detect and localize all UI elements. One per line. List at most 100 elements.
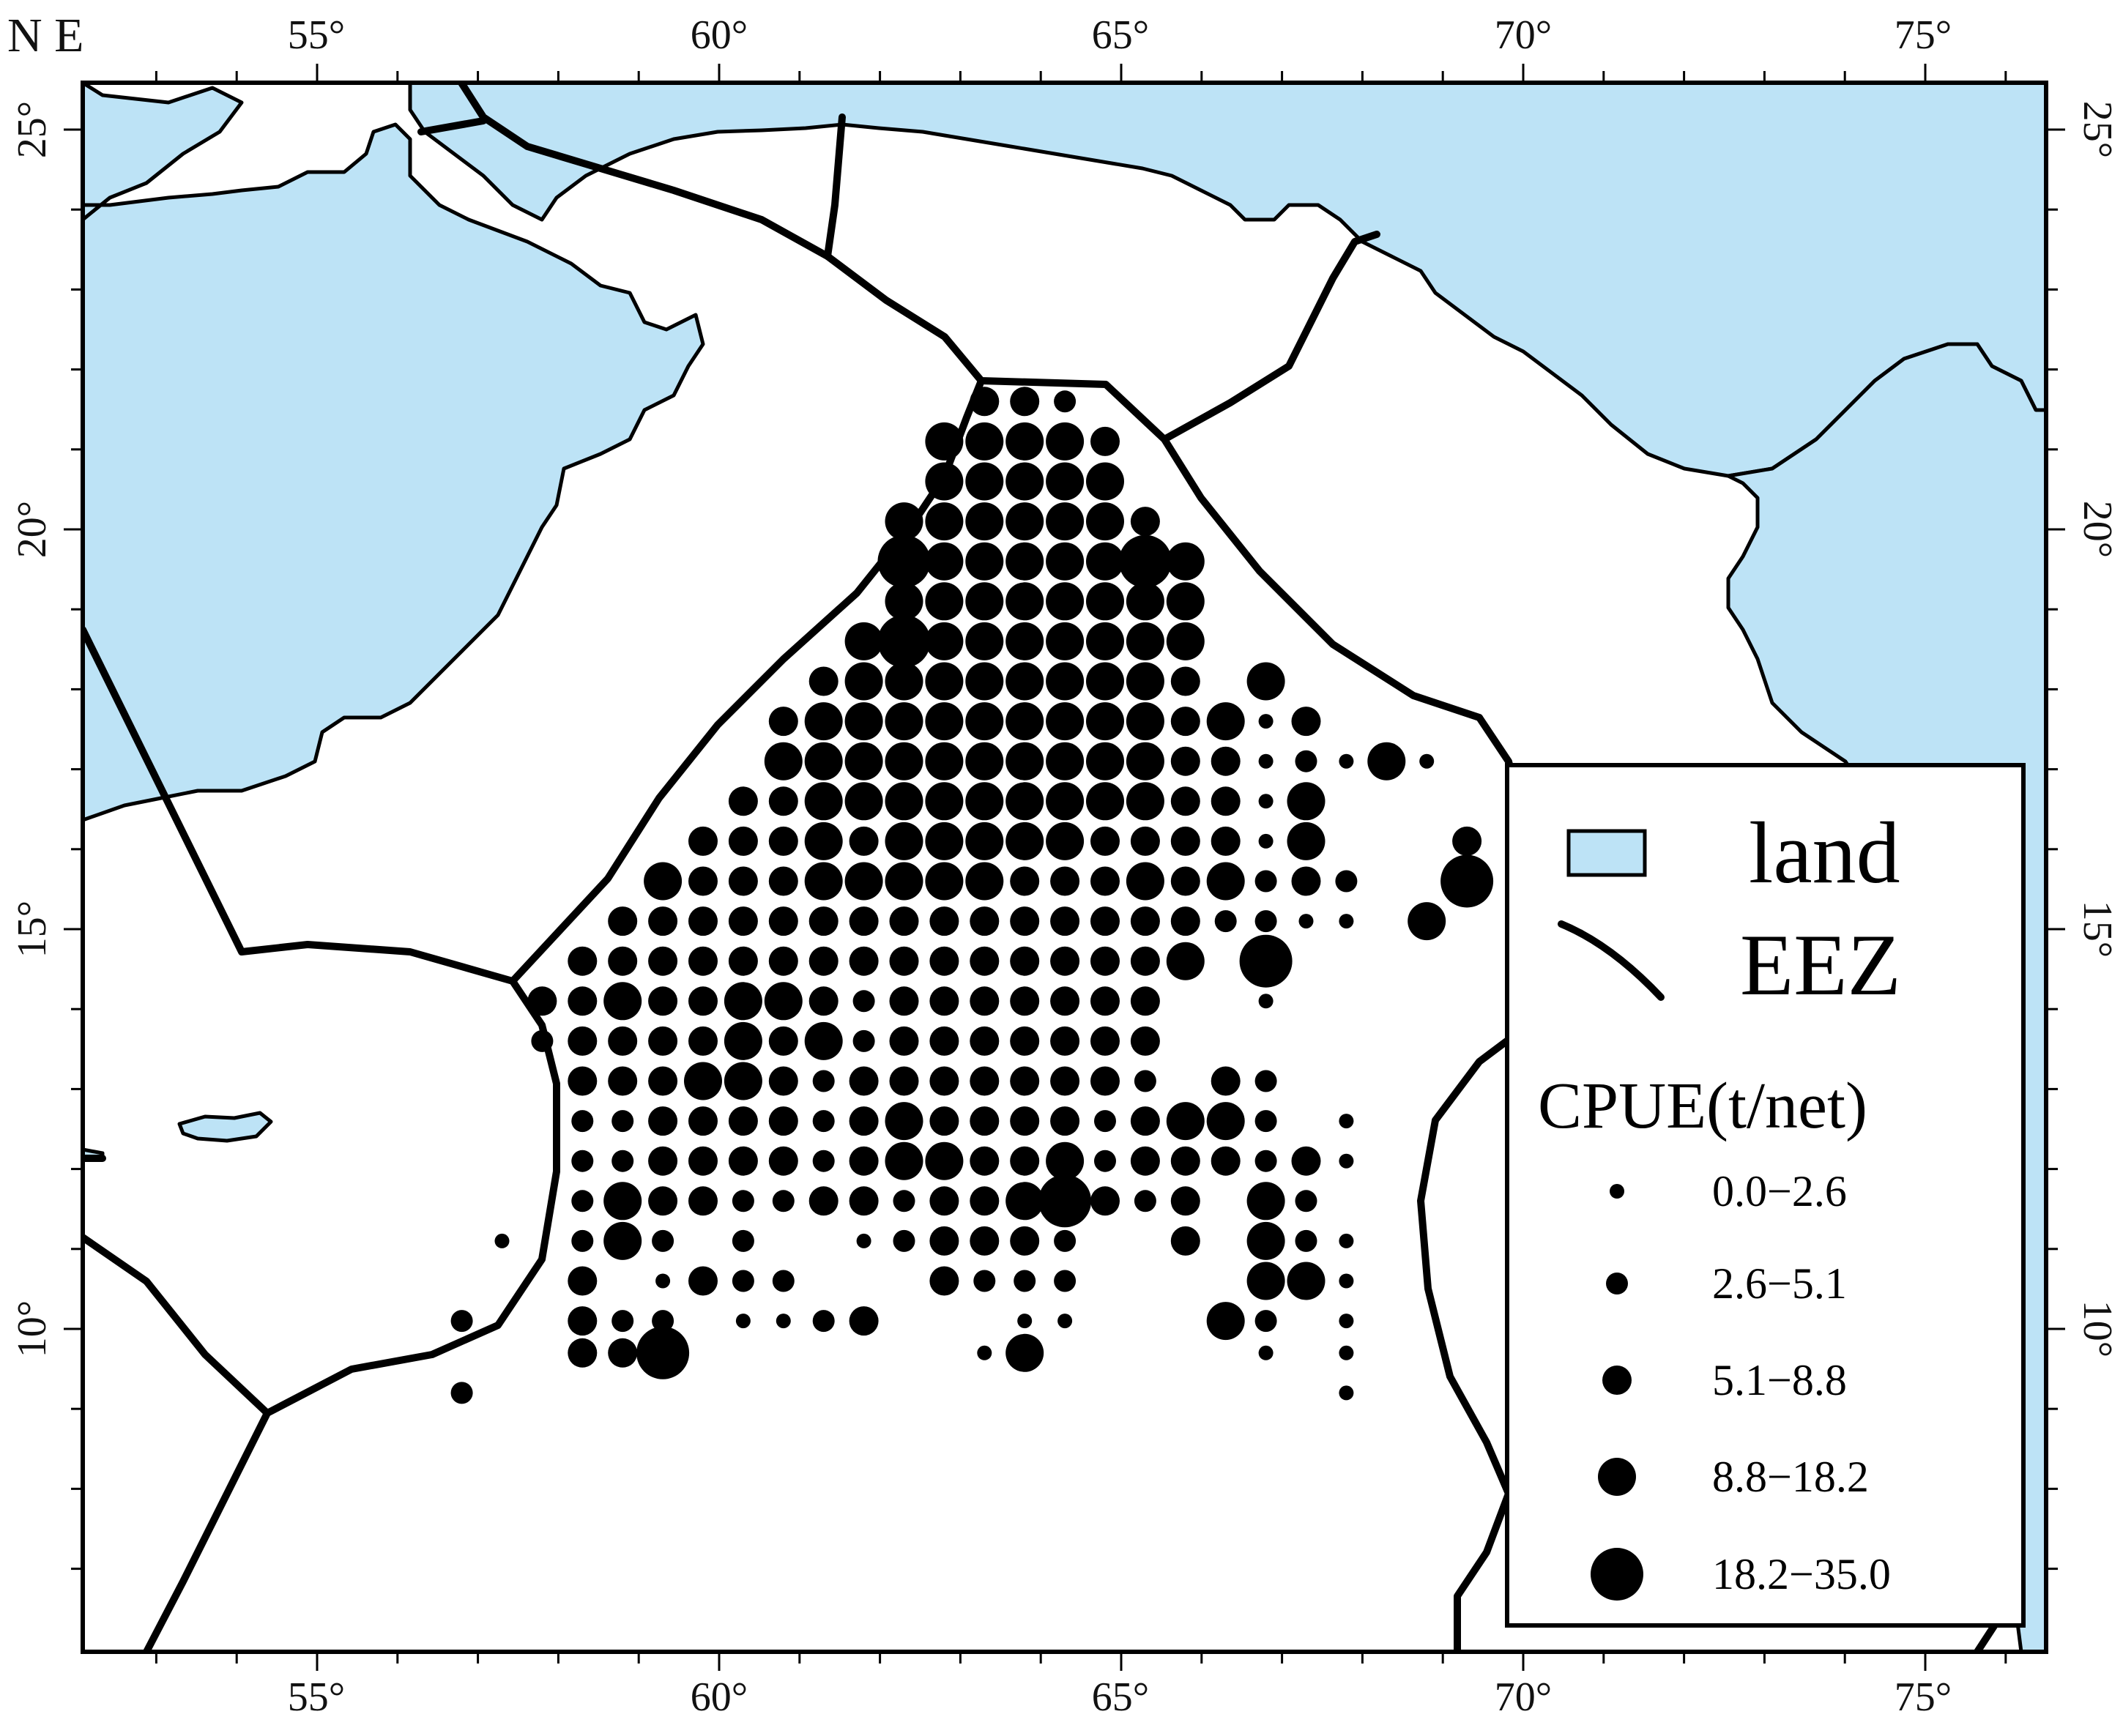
legend-class-label: 2.6−5.1 [1712,1259,1847,1308]
cpue-dot [1258,794,1274,809]
cpue-dot [688,946,718,976]
cpue-dot [1130,986,1160,1016]
legend-class-label: 18.2−35.0 [1712,1550,1891,1598]
cpue-dot [1005,1182,1044,1221]
cpue-dot [965,582,1004,621]
cpue-dot [812,1150,835,1172]
cpue-dot [852,1029,875,1052]
legend-dot-1 [1610,1184,1624,1199]
cpue-dot [1258,714,1274,729]
tick-marks [64,64,2065,1671]
cpue-dot [724,1021,762,1060]
cpue-dot [1452,826,1482,856]
cpue-dot [808,906,839,936]
cpue-dot [1005,422,1044,461]
cpue-dot [925,662,964,701]
cpue-dot [804,822,843,860]
cpue-dot [1046,702,1085,741]
legend-dot-5 [1591,1548,1643,1601]
cpue-dot [1254,1070,1277,1092]
cpue-dot [728,866,758,896]
cpue-dot [1287,822,1326,860]
cpue-dot [768,1146,798,1176]
cpue-dot [776,1314,791,1329]
cpue-dot [1126,622,1164,660]
cpue-dot [1166,942,1205,980]
cpue-dot [1170,666,1200,696]
cpue-dot [1130,1146,1160,1176]
land-arabia [83,83,705,822]
cpue-dot [1440,854,1494,908]
cpue-dot [568,1338,598,1368]
cpue-dot [1134,1070,1156,1092]
cpue-dot [844,662,883,701]
cpue-dot [1206,862,1245,901]
cpue-dot [648,906,678,936]
cpue-dot [688,1146,718,1176]
legend-cpue-title: CPUE(t/net) [1538,1070,1867,1142]
cpue-dot [965,742,1004,781]
cpue-dot [925,502,964,541]
cpue-dot [1010,1066,1040,1096]
cpue-dot [804,782,843,821]
cpue-dot [849,1306,879,1336]
cpue-dot [808,986,839,1016]
cpue-dot [925,462,964,501]
cpue-dot [929,1266,959,1296]
map-frame [81,81,2048,1654]
cpue-dot [688,866,718,896]
legend-class-label: 5.1−8.8 [1712,1356,1847,1404]
cpue-dot [844,862,883,901]
cpue-dot [768,1026,798,1056]
cpue-dot [970,946,1000,976]
cpue-dot [804,1021,843,1060]
cpue-dot [877,614,931,668]
cpue-dot [1170,1146,1200,1176]
cpue-dot [929,1066,959,1096]
legend-eez-label: EEZ [1740,916,1901,1013]
cpue-dot [648,986,678,1016]
cpue-dot [929,1226,959,1256]
cpue-dot [885,582,923,621]
cpue-dot [965,502,1004,541]
cpue-dot [844,702,883,741]
cpue-dot [1086,662,1124,701]
cpue-dot [684,1062,722,1100]
cpue-dot [1010,387,1040,417]
cpue-dot [1258,833,1274,849]
cpue-dot [494,1233,510,1248]
cpue-dot [812,1310,835,1333]
cpue-dot [1170,707,1200,737]
cpue-dot [648,1026,678,1056]
cpue-dot [1126,702,1164,741]
cpue-dot [808,666,839,696]
lon-tick-label: 60° [691,1674,748,1720]
cpue-dot [965,422,1004,461]
lon-tick-label: 55° [288,12,345,58]
cpue-dot [1130,826,1160,856]
cpue-dot [768,946,798,976]
cpue-dot [973,1270,996,1292]
cpue-dot [568,1066,598,1096]
cpue-dot [1010,946,1040,976]
cpue-dot [1017,1314,1033,1329]
cpue-dots [450,387,1494,1404]
lat-tick-label: 20° [2075,501,2120,558]
cpue-dot [849,826,879,856]
cpue-dot [970,906,1000,936]
cpue-dot [1211,1146,1241,1176]
cpue-dot [1258,753,1274,769]
eez-line [83,626,560,1652]
cpue-dot [885,862,923,901]
cpue-dot [970,1186,1000,1216]
cpue-dot [889,1066,919,1096]
cpue-dot [1295,1190,1317,1212]
cpue-dot [925,822,964,860]
cpue-dot [1170,1186,1200,1216]
cpue-dot [1166,582,1205,621]
cpue-dot [450,1382,473,1404]
land-layer [83,83,2046,1652]
cpue-dot [1126,782,1164,821]
lat-tick-label: 20° [10,501,55,558]
cpue-dot [1090,1066,1120,1096]
